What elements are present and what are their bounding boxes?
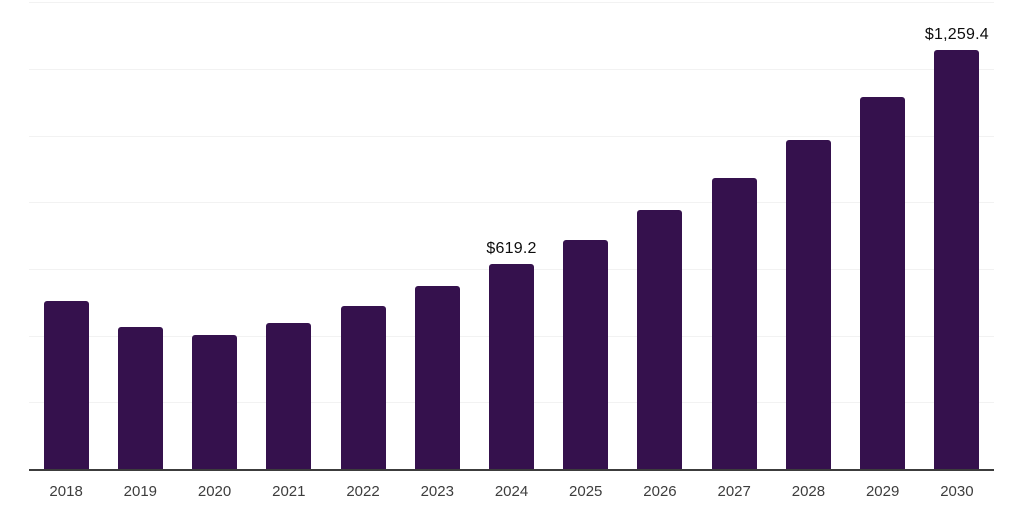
gridline-800: [29, 202, 994, 204]
data-label-2024: $619.2: [486, 239, 537, 257]
x-tick-2019: 2019: [123, 483, 158, 500]
bar-2024: [489, 263, 534, 470]
x-tick-2026: 2026: [643, 483, 677, 500]
bar-2018: [43, 301, 89, 470]
bar-2028: [785, 140, 831, 470]
bar-2030: [934, 50, 980, 470]
x-tick-2020: 2020: [197, 483, 232, 500]
x-axis-labels: 2018 2019 2020 2021 2022 2023 2024 2025 2026 2027…: [29, 483, 994, 505]
bar-2029: [860, 97, 906, 470]
bar-2019: [117, 327, 163, 470]
data-label-2030: $1,259.4: [924, 26, 989, 44]
bar-2027: [711, 178, 757, 470]
bar-2020: [192, 335, 238, 470]
x-tick-2030: 2030: [940, 483, 974, 500]
plot-area: $619.2 $1,259.4: [29, 0, 994, 470]
gridline-1200: [29, 69, 994, 70]
bar-2026: [637, 210, 683, 470]
bar-2025: [563, 240, 609, 470]
gridline-1400: [29, 2, 994, 4]
x-tick-2018: 2018: [49, 483, 83, 500]
x-axis-line: [29, 469, 994, 471]
x-tick-2022: 2022: [346, 483, 380, 500]
x-tick-2024: 2024: [494, 483, 529, 500]
x-tick-2028: 2028: [791, 483, 826, 500]
x-tick-2023: 2023: [420, 483, 454, 500]
gridline-1000: [29, 135, 994, 137]
bar-2021: [266, 323, 312, 470]
x-tick-2029: 2029: [865, 483, 900, 500]
x-tick-2021: 2021: [272, 483, 306, 500]
bar-2022: [340, 306, 386, 470]
x-tick-2027: 2027: [717, 483, 751, 500]
bar-2023: [414, 286, 460, 470]
x-tick-2025: 2025: [569, 483, 603, 500]
